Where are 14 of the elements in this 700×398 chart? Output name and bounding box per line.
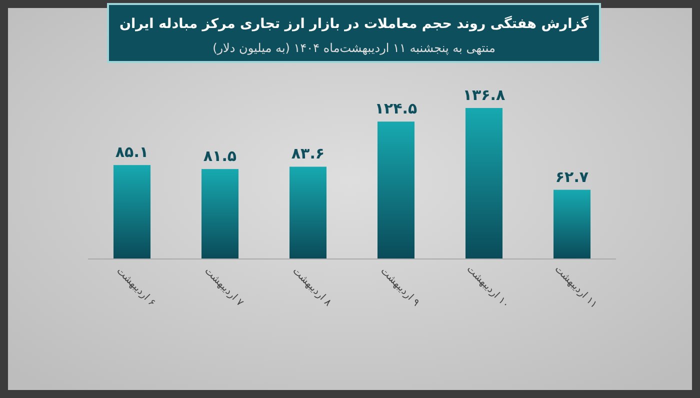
x-tick-label: ۶ اردیبهشت (114, 266, 158, 309)
x-tick-label: ۷ اردیبهشت (202, 266, 246, 310)
chart-title: گزارش هفتگی روند حجم معاملات در بازار ارز تجاری مرکز مبادله ایران (120, 15, 589, 32)
x-tick-label: ۱۰ اردیبهشت (464, 264, 512, 311)
data-label: ۶۲.۷ (555, 168, 589, 186)
data-label: ۸۵.۱ (115, 143, 149, 162)
x-tick-label: ۱۱ اردیبهشت (552, 264, 600, 311)
data-label: ۸۱.۵ (203, 147, 237, 166)
data-label: ۸۳.۶ (291, 144, 325, 163)
data-label: ۱۲۴.۵ (374, 100, 418, 118)
x-tick-label: ۹ اردیبهشت (378, 266, 422, 309)
chart-subtitle: منتهی به پنجشنبه ۱۱ اردیبهشت‌ماه ۱۴۰۴ (به میلیون دلار) (212, 41, 496, 55)
data-label: ۱۳۶.۸ (462, 86, 506, 104)
x-tick-label: ۸ اردیبهشت (290, 266, 334, 310)
